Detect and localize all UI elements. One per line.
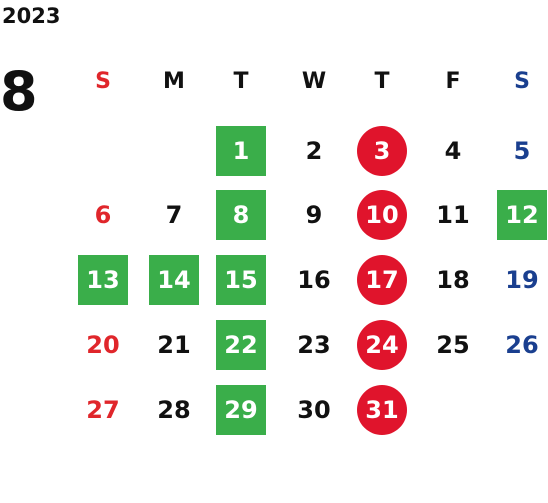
day-cell: 9 [305, 201, 323, 229]
day-cell: 23 [297, 331, 331, 359]
day-cell: 24 [357, 320, 407, 370]
weekday-label: S [514, 68, 530, 94]
day-cell: 4 [444, 137, 462, 165]
day-cell: 3 [357, 126, 407, 176]
day-cell: 26 [505, 331, 539, 359]
weekday-label: F [445, 68, 461, 94]
day-cell: 25 [436, 331, 470, 359]
day-cell: 10 [357, 190, 407, 240]
day-cell: 17 [357, 255, 407, 305]
day-cell: 14 [149, 255, 199, 305]
weekday-label: M [163, 68, 185, 94]
day-cell: 22 [216, 320, 266, 370]
day-cell: 7 [165, 201, 183, 229]
day-cell: 31 [357, 385, 407, 435]
weekday-label: T [374, 68, 390, 94]
day-cell: 5 [513, 137, 531, 165]
weekday-label: S [95, 68, 111, 94]
day-cell: 15 [216, 255, 266, 305]
weekday-label: W [301, 68, 327, 94]
day-cell: 30 [297, 396, 331, 424]
day-cell: 16 [297, 266, 331, 294]
day-cell: 27 [86, 396, 120, 424]
day-cell: 11 [436, 201, 470, 229]
year: 2023 [2, 4, 61, 28]
day-cell: 21 [157, 331, 191, 359]
day-cell: 18 [436, 266, 470, 294]
day-cell: 20 [86, 331, 120, 359]
day-cell: 6 [94, 201, 112, 229]
day-cell: 13 [78, 255, 128, 305]
day-cell: 2 [305, 137, 323, 165]
day-cell: 29 [216, 385, 266, 435]
day-cell: 19 [505, 266, 539, 294]
day-cell: 12 [497, 190, 547, 240]
day-cell: 28 [157, 396, 191, 424]
day-cell: 1 [216, 126, 266, 176]
month: 8 [0, 60, 38, 123]
day-cell: 8 [216, 190, 266, 240]
weekday-label: T [233, 68, 249, 94]
